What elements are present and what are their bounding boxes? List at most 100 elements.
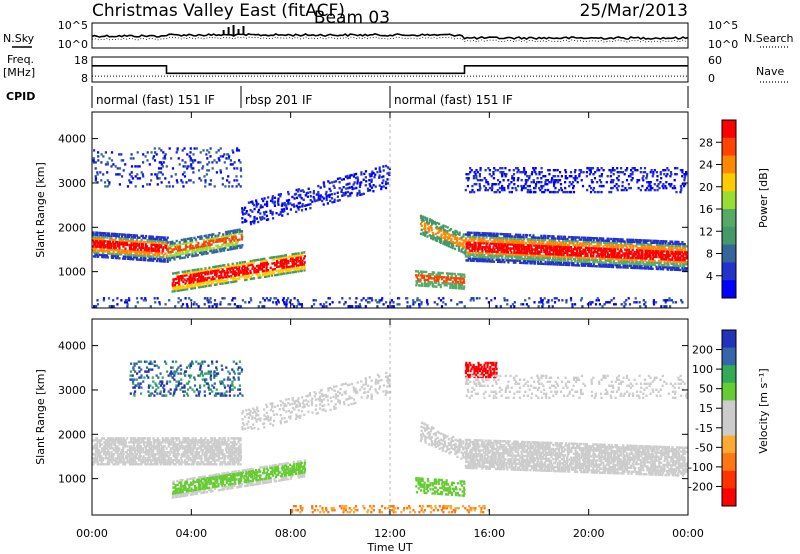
heat-cell bbox=[92, 255, 96, 258]
heat-cell bbox=[443, 282, 446, 285]
heat-cell bbox=[538, 242, 541, 245]
heat-cell bbox=[94, 449, 97, 452]
heat-cell bbox=[582, 262, 585, 265]
heat-cell bbox=[199, 237, 202, 240]
heat-cell bbox=[173, 284, 176, 287]
heat-cell bbox=[237, 305, 240, 308]
heat-cell bbox=[225, 271, 228, 275]
heat-cell bbox=[138, 258, 141, 261]
heat-cell bbox=[271, 274, 274, 277]
heat-cell bbox=[606, 253, 609, 256]
heat-cell bbox=[151, 235, 154, 238]
heat-cell bbox=[658, 255, 661, 259]
heat-cell bbox=[465, 237, 468, 240]
freq-left-tick-top: 18 bbox=[74, 54, 88, 67]
heat-cell bbox=[299, 259, 302, 263]
heat-cell bbox=[468, 233, 471, 236]
heat-cell bbox=[225, 157, 228, 160]
heat-cell bbox=[498, 258, 501, 262]
heat-cell bbox=[141, 254, 144, 258]
heat-cell bbox=[269, 209, 272, 212]
heat-cell bbox=[423, 280, 427, 283]
heat-cell bbox=[492, 232, 495, 235]
heat-cell bbox=[542, 242, 545, 246]
heat-cell bbox=[544, 248, 547, 252]
heat-cell bbox=[243, 274, 246, 278]
heat-cell bbox=[155, 445, 159, 448]
heat-cell bbox=[577, 236, 580, 239]
heat-cell bbox=[283, 266, 286, 269]
heat-cell bbox=[285, 262, 288, 265]
heat-cell bbox=[287, 202, 290, 206]
heat-cell bbox=[240, 232, 243, 235]
heat-cell bbox=[134, 457, 138, 460]
heat-cell bbox=[421, 282, 424, 285]
heat-cell bbox=[495, 254, 498, 257]
heat-cell bbox=[546, 246, 549, 250]
heat-cell bbox=[180, 455, 183, 458]
heat-cell bbox=[538, 256, 541, 259]
heat-cell bbox=[548, 169, 551, 172]
heat-cell bbox=[133, 451, 137, 454]
heat-cell bbox=[122, 241, 125, 244]
heat-cell bbox=[534, 184, 538, 188]
heat-cell bbox=[591, 301, 594, 304]
heat-cell bbox=[166, 260, 169, 263]
heat-cell bbox=[646, 251, 649, 254]
heat-cell bbox=[629, 186, 632, 190]
heat-cell bbox=[523, 237, 526, 241]
heat-cell bbox=[439, 299, 443, 302]
heat-cell bbox=[590, 248, 593, 252]
heat-cell bbox=[265, 210, 268, 214]
heat-cell bbox=[224, 246, 227, 250]
heat-cell bbox=[430, 229, 433, 232]
heat-cell bbox=[142, 240, 145, 244]
heat-cell bbox=[590, 264, 593, 268]
heat-cell bbox=[487, 258, 490, 261]
heat-cell bbox=[295, 210, 298, 214]
heat-cell bbox=[504, 257, 507, 260]
heat-cell bbox=[576, 240, 579, 243]
heat-cell bbox=[420, 216, 423, 220]
heat-cell bbox=[150, 453, 153, 456]
heat-cell bbox=[646, 173, 649, 176]
heat-cell bbox=[499, 240, 502, 244]
heat-cell bbox=[176, 459, 179, 462]
heat-cell bbox=[564, 255, 567, 259]
heat-cell bbox=[241, 267, 244, 270]
heat-cell bbox=[437, 275, 440, 278]
heat-cell bbox=[598, 184, 601, 188]
heat-cell bbox=[429, 273, 432, 276]
heat-cell bbox=[293, 262, 296, 266]
heat-cell bbox=[322, 203, 325, 206]
heat-cell bbox=[202, 279, 205, 282]
heat-cell bbox=[632, 252, 635, 256]
heat-cell bbox=[159, 260, 162, 263]
heat-cell bbox=[622, 266, 625, 269]
heat-cell bbox=[641, 177, 644, 180]
heat-cell bbox=[218, 274, 221, 278]
heat-cell bbox=[619, 256, 623, 259]
heat-cell bbox=[464, 248, 467, 251]
heat-cell bbox=[124, 255, 127, 258]
heat-cell bbox=[506, 303, 509, 306]
heat-cell bbox=[118, 247, 121, 250]
heat-cell bbox=[588, 240, 591, 244]
heat-cell bbox=[497, 248, 500, 252]
heat-cell bbox=[418, 272, 421, 275]
heat-cell bbox=[630, 258, 633, 261]
heat-cell bbox=[592, 173, 595, 176]
heat-cell bbox=[636, 238, 639, 242]
heat-cell bbox=[133, 234, 137, 237]
heat-cell bbox=[136, 236, 139, 239]
heat-cell bbox=[558, 245, 561, 248]
heat-cell bbox=[117, 245, 120, 248]
heat-cell bbox=[367, 189, 370, 192]
heat-cell bbox=[277, 269, 280, 272]
heat-cell bbox=[438, 236, 441, 239]
heat-cell bbox=[210, 272, 213, 275]
heat-cell bbox=[515, 257, 518, 260]
heat-cell bbox=[491, 236, 494, 239]
heat-cell bbox=[515, 251, 518, 254]
heat-cell bbox=[436, 235, 439, 239]
